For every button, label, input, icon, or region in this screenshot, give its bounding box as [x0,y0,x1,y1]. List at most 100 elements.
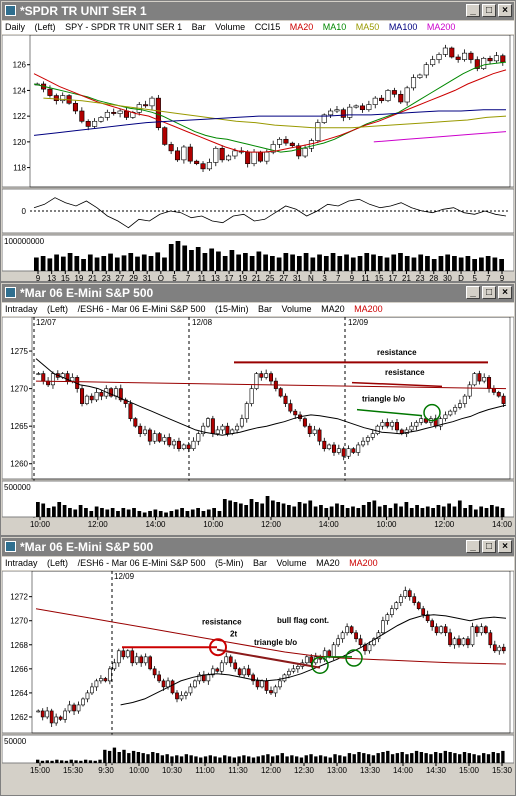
volume-bar [189,755,193,763]
x-tick-label: 29 [129,274,138,281]
window-titlebar[interactable]: *Mar 06 E-Mini S&P 500 _ □ × [2,284,514,302]
candle-body [40,710,45,718]
volume-bar [371,755,376,763]
volume-bar [352,754,356,763]
volume-bar [148,511,152,517]
volume-bar [165,754,169,763]
candle-body [157,674,161,682]
volume-bar [189,250,194,271]
candle-body [501,395,506,404]
candle-body [215,668,220,672]
volume-bar [337,256,343,271]
candle-body [295,666,300,670]
close-button[interactable]: × [498,4,512,17]
window-titlebar[interactable]: *SPDR TR UNIT SER 1 _ □ × [2,2,514,20]
candle-body [143,104,149,107]
candle-body [170,680,175,694]
volume-bar [333,754,337,763]
close-button[interactable]: × [498,540,512,553]
candle-body [239,418,244,427]
maximize-button[interactable]: □ [482,540,496,553]
candle-body [419,418,424,423]
volume-bar [276,257,282,271]
spy-daily-chart[interactable]: 126 124 122 120 118 0 100000000 9 13 15 19 21 23 27 29… [2,35,514,281]
ma10-line [33,61,507,153]
volume-bar [472,259,478,271]
x-tick-label: 30 [443,274,452,281]
x-tick-label: 14:00 [393,766,414,775]
price-tick-label: 120 [13,138,27,147]
volume-bar [50,760,54,763]
volume-bar [468,505,473,517]
volume-bar [420,508,425,517]
volume-bar [94,257,100,271]
candle-body [278,680,282,688]
window-titlebar[interactable]: *Mar 06 E-Mini S&P 500 _ □ × [2,538,514,556]
volume-bar [314,756,318,763]
candle-body [385,422,390,427]
minimize-button[interactable]: _ [466,540,480,553]
volume-bar [371,254,376,271]
candle-body [470,626,475,646]
volume-bar [249,499,254,517]
candle-body [123,110,130,118]
date-label: 12/09 [114,572,135,581]
legend-item: (Left) [47,304,69,314]
volume-bar [290,755,294,763]
candle-body [255,680,260,688]
volume-bar [419,752,424,763]
candle-body [246,668,251,676]
candle-body [347,106,353,118]
volume-bar [83,759,88,763]
candle-body [492,644,497,652]
volume-bar [496,753,500,763]
volume-bar [55,759,59,763]
volume-bar [486,754,491,763]
close-button[interactable]: × [498,286,512,299]
volume-bar [151,752,155,763]
candle-body [174,150,181,161]
candle-body [448,410,453,416]
volume-bar [398,253,403,271]
candle-body [45,710,50,718]
breakout-circle [423,403,441,422]
ma-legend-item: MA10 [322,22,347,32]
volume-bar [103,749,107,763]
x-tick-label: 10:00 [30,520,51,529]
maximize-button[interactable]: □ [482,286,496,299]
candle-body [496,392,501,397]
candle-body [288,403,293,412]
volume-bar [342,756,347,763]
volume-bar [415,505,419,517]
volume-scale-label: 500000 [4,483,31,492]
minimize-button[interactable]: _ [466,286,480,299]
volume-bar [441,506,446,517]
candle-body [242,668,247,676]
volume-bar [137,511,142,517]
candle-body [188,686,193,694]
candle-body [487,377,492,389]
volume-bar [59,760,64,763]
es-5min-chart[interactable]: 1272 1270 1268 1266 1264 1262 12/09 50000 15:00 1… [2,571,514,795]
volume-bar [36,759,40,763]
candle-body [370,433,375,438]
minimize-button[interactable]: _ [466,4,480,17]
volume-bar [404,256,410,271]
candle-body [215,429,220,434]
candle-body [84,395,89,404]
volume-bar [467,753,471,763]
candle-body [157,433,162,442]
legend-item: Volume [215,22,246,32]
candle-body [175,692,179,700]
es-15min-chart[interactable]: 1275 1270 1265 1260 12/07 12/08 12/09 500000 10:… [2,317,514,535]
candle-body [67,704,72,712]
ma20-line [33,69,507,153]
legend-item: Intraday [5,558,38,568]
candle-body [179,695,184,700]
candle-body [72,704,76,712]
volume-scale-label: 50000 [4,737,27,746]
volume-bar [121,255,127,271]
candle-body [380,422,385,427]
maximize-button[interactable]: □ [482,4,496,17]
volume-bar [194,756,198,763]
